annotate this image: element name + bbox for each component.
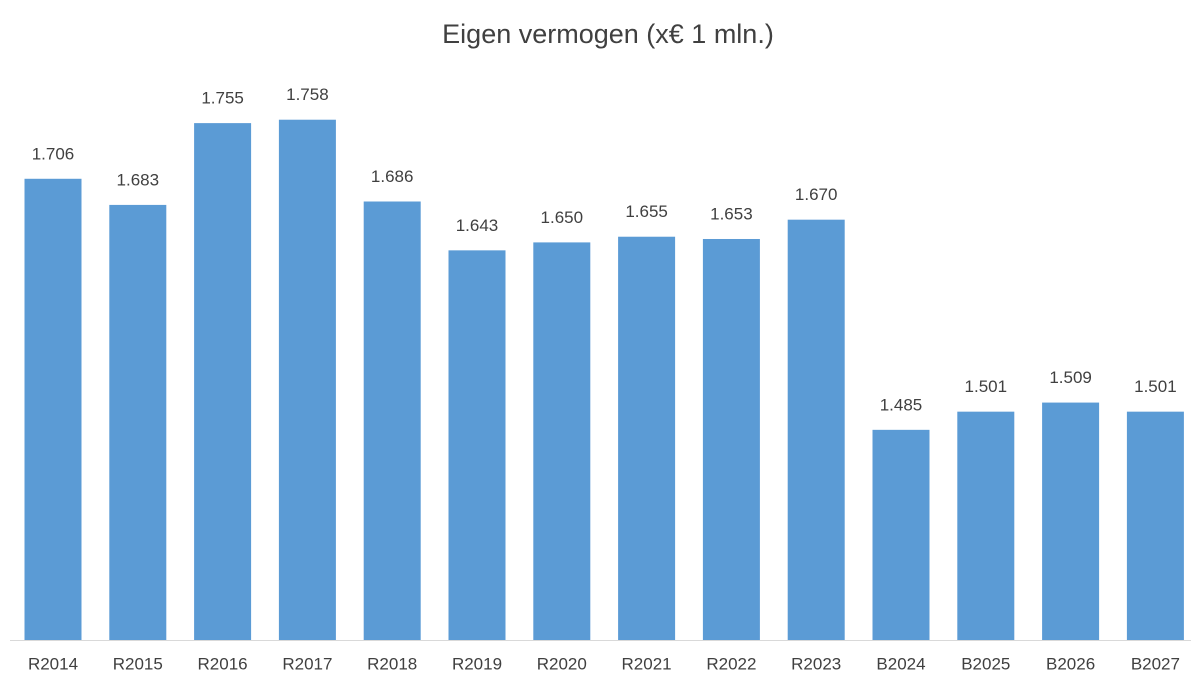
- x-tick-label: R2018: [367, 654, 417, 673]
- x-tick-label: R2016: [198, 654, 248, 673]
- x-tick-label: B2024: [876, 654, 925, 673]
- data-label: 1.686: [371, 167, 414, 186]
- data-label: 1.655: [625, 202, 668, 221]
- x-tick-label: B2026: [1046, 654, 1095, 673]
- data-label: 1.485: [880, 395, 923, 414]
- data-label: 1.670: [795, 185, 838, 204]
- bar: [363, 201, 421, 640]
- data-label: 1.755: [201, 89, 244, 108]
- x-tick-label: R2020: [537, 654, 587, 673]
- x-tick-label: B2025: [961, 654, 1010, 673]
- bar: [618, 236, 676, 640]
- bar: [533, 242, 591, 640]
- x-tick-label: R2023: [791, 654, 841, 673]
- x-tick-label: B2027: [1131, 654, 1180, 673]
- data-label: 1.650: [541, 208, 584, 227]
- data-label: 1.509: [1049, 368, 1092, 387]
- data-label: 1.706: [32, 144, 75, 163]
- bar: [787, 219, 845, 640]
- bar: [278, 119, 336, 641]
- bar: [1126, 411, 1184, 640]
- bar: [872, 429, 930, 640]
- bar: [24, 178, 82, 640]
- x-tick-label: R2017: [282, 654, 332, 673]
- bar: [957, 411, 1015, 640]
- bar: [448, 250, 506, 641]
- x-tick-label: R2019: [452, 654, 502, 673]
- bar: [194, 123, 252, 641]
- data-label: 1.683: [117, 170, 160, 189]
- data-label: 1.501: [965, 377, 1008, 396]
- bar: [1042, 402, 1100, 640]
- chart-title: Eigen vermogen (x€ 1 mln.): [442, 19, 774, 49]
- x-tick-label: R2014: [28, 654, 78, 673]
- x-tick-label: R2015: [113, 654, 163, 673]
- data-label: 1.501: [1134, 377, 1177, 396]
- bar: [109, 204, 167, 641]
- data-label: 1.653: [710, 204, 753, 223]
- x-tick-label: R2022: [706, 654, 756, 673]
- x-tick-label: R2021: [622, 654, 672, 673]
- data-label: 1.758: [286, 85, 329, 104]
- data-label: 1.643: [456, 216, 499, 235]
- bar: [702, 238, 760, 640]
